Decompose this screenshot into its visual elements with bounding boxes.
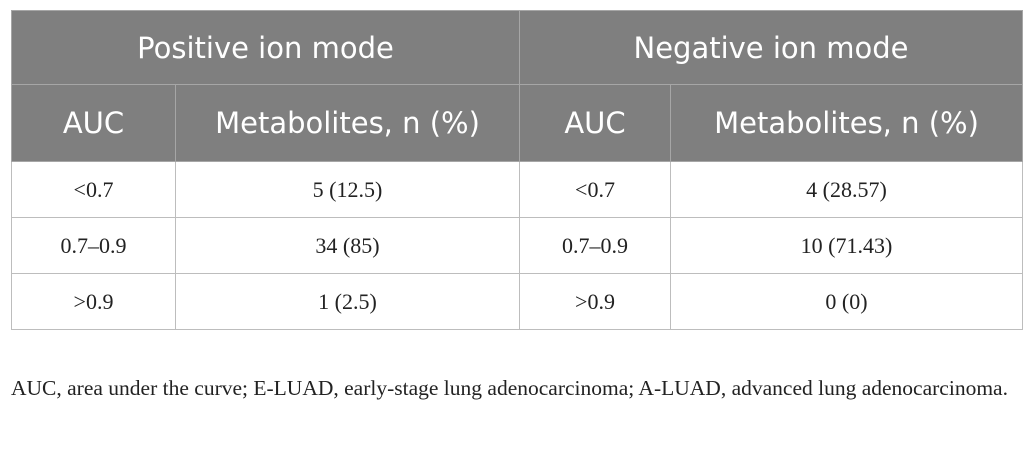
negative-metabolites-cell: 10 (71.43) bbox=[669, 217, 1024, 274]
positive-ion-mode-header: Positive ion mode bbox=[11, 10, 520, 85]
negative-auc-cell: <0.7 bbox=[519, 161, 671, 218]
negative-metabolites-header: Metabolites, n (%) bbox=[669, 84, 1024, 162]
table-header: Positive ion mode Negative ion mode AUC … bbox=[11, 10, 1024, 162]
table-row: <0.7 5 (12.5) <0.7 4 (28.57) bbox=[11, 161, 1024, 218]
positive-auc-cell: <0.7 bbox=[11, 161, 176, 218]
table-row: 0.7–0.9 34 (85) 0.7–0.9 10 (71.43) bbox=[11, 217, 1024, 274]
positive-metabolites-header: Metabolites, n (%) bbox=[175, 84, 520, 162]
auc-metabolites-table: Positive ion mode Negative ion mode AUC … bbox=[11, 10, 1024, 330]
table-footnote: AUC, area under the curve; E-LUAD, early… bbox=[11, 376, 1008, 400]
positive-metabolites-cell: 5 (12.5) bbox=[175, 161, 520, 218]
negative-metabolites-cell: 0 (0) bbox=[669, 273, 1024, 330]
negative-ion-mode-header: Negative ion mode bbox=[518, 10, 1024, 85]
positive-auc-header: AUC bbox=[11, 84, 176, 162]
header-group-row: Positive ion mode Negative ion mode bbox=[11, 10, 1024, 85]
positive-metabolites-cell: 34 (85) bbox=[175, 217, 520, 274]
negative-metabolites-cell: 4 (28.57) bbox=[669, 161, 1024, 218]
positive-metabolites-cell: 1 (2.5) bbox=[175, 273, 520, 330]
table-body: <0.7 5 (12.5) <0.7 4 (28.57) 0.7–0.9 34 … bbox=[11, 161, 1024, 330]
negative-auc-header: AUC bbox=[519, 84, 671, 162]
positive-auc-cell: >0.9 bbox=[11, 273, 176, 330]
header-sub-row: AUC Metabolites, n (%) AUC Metabolites, … bbox=[11, 84, 1024, 162]
negative-auc-cell: >0.9 bbox=[519, 273, 671, 330]
positive-auc-cell: 0.7–0.9 bbox=[11, 217, 176, 274]
table-row: >0.9 1 (2.5) >0.9 0 (0) bbox=[11, 273, 1024, 330]
negative-auc-cell: 0.7–0.9 bbox=[519, 217, 671, 274]
